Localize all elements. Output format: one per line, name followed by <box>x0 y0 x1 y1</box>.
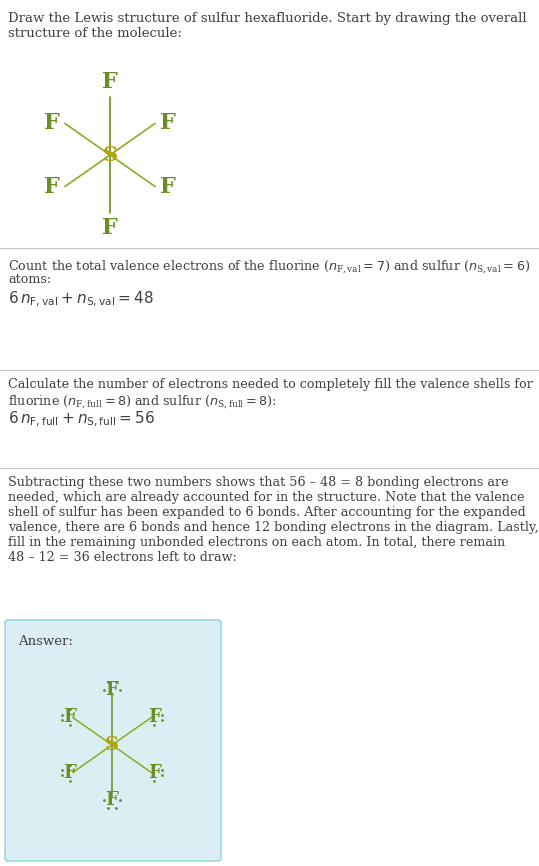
Text: F: F <box>63 764 76 781</box>
Text: F: F <box>148 708 161 727</box>
Text: shell of sulfur has been expanded to 6 bonds. After accounting for the expanded: shell of sulfur has been expanded to 6 b… <box>8 506 526 519</box>
Text: Count the total valence electrons of the fluorine ($n_{\mathregular{F,val}}=7$) : Count the total valence electrons of the… <box>8 258 530 275</box>
Text: Calculate the number of electrons needed to completely fill the valence shells f: Calculate the number of electrons needed… <box>8 378 533 391</box>
Text: S: S <box>102 145 118 165</box>
Text: F: F <box>160 113 176 134</box>
Text: F: F <box>102 71 118 93</box>
Text: F: F <box>63 708 76 727</box>
Text: Answer:: Answer: <box>18 635 73 648</box>
Text: fill in the remaining unbonded electrons on each atom. In total, there remain: fill in the remaining unbonded electrons… <box>8 536 505 549</box>
Text: atoms:: atoms: <box>8 273 51 286</box>
Text: $6\,n_{\mathregular{F,full}} + n_{\mathregular{S,full}} = 56$: $6\,n_{\mathregular{F,full}} + n_{\mathr… <box>8 410 155 430</box>
Text: F: F <box>44 176 60 197</box>
Text: S: S <box>105 736 119 754</box>
Text: F: F <box>148 764 161 781</box>
Text: needed, which are already accounted for in the structure. Note that the valence: needed, which are already accounted for … <box>8 491 524 504</box>
FancyBboxPatch shape <box>5 620 221 861</box>
Text: F: F <box>44 113 60 134</box>
Text: 48 – 12 = 36 electrons left to draw:: 48 – 12 = 36 electrons left to draw: <box>8 551 237 564</box>
Text: Draw the Lewis structure of sulfur hexafluoride. Start by drawing the overall: Draw the Lewis structure of sulfur hexaf… <box>8 12 527 25</box>
Text: $6\,n_{\mathregular{F,val}} + n_{\mathregular{S,val}} = 48$: $6\,n_{\mathregular{F,val}} + n_{\mathre… <box>8 290 154 309</box>
Text: Subtracting these two numbers shows that 56 – 48 = 8 bonding electrons are: Subtracting these two numbers shows that… <box>8 476 509 489</box>
Text: fluorine ($n_{\mathregular{F,full}}=8$) and sulfur ($n_{\mathregular{S,full}}=8$: fluorine ($n_{\mathregular{F,full}}=8$) … <box>8 393 277 410</box>
Text: F: F <box>102 217 118 239</box>
Text: structure of the molecule:: structure of the molecule: <box>8 27 182 40</box>
Text: F: F <box>106 791 119 809</box>
Text: valence, there are 6 bonds and hence 12 bonding electrons in the diagram. Lastly: valence, there are 6 bonds and hence 12 … <box>8 521 538 534</box>
Text: F: F <box>160 176 176 197</box>
Text: F: F <box>106 681 119 699</box>
